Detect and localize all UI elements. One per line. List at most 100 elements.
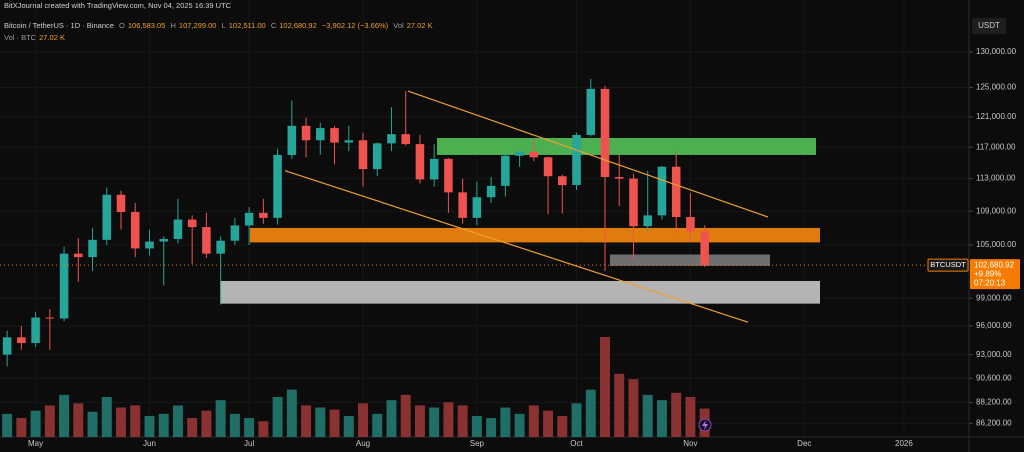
trend-line: [284, 170, 749, 323]
zone: [250, 227, 820, 243]
candle-body: [501, 155, 510, 186]
watermark: BitXJournal created with TradingView.com…: [4, 1, 232, 10]
candles: [2, 78, 709, 367]
volume-bar: [656, 400, 667, 437]
low-value: 102,511.00: [228, 21, 266, 30]
candle-body: [17, 337, 26, 344]
symbol-tag: [927, 258, 969, 272]
volume-bar: [187, 418, 198, 437]
volume-bar: [73, 403, 84, 437]
price-tag-countdown: 07:20:13: [974, 278, 1006, 287]
candle-body: [529, 151, 539, 158]
candle-body: [458, 192, 467, 218]
change: −3,902.12 (−3.66%): [321, 21, 389, 30]
candle-body: [216, 240, 225, 254]
volume-bar: [59, 394, 70, 437]
y-tick-label: 130,000.00: [976, 47, 1017, 56]
zone: [220, 280, 820, 304]
candle-body: [244, 212, 254, 226]
candle-body: [629, 178, 638, 227]
candle-body: [700, 231, 709, 266]
candle-body: [88, 239, 97, 258]
volume-bar: [315, 407, 326, 437]
volume-bar: [600, 337, 610, 437]
volume-bar: [642, 394, 653, 437]
y-tick-label: 99,000.00: [976, 293, 1012, 302]
candle-body: [287, 125, 297, 155]
volume-bar: [628, 379, 639, 437]
y-tick-label: 121,000.00: [976, 112, 1017, 121]
candle-body: [486, 185, 496, 198]
candle-body: [429, 158, 439, 180]
price-tag-price: 102,680.92: [974, 260, 1015, 269]
candle-body: [600, 88, 610, 178]
volume-bar: [614, 373, 625, 437]
x-tick-label: 2026: [895, 439, 913, 448]
candle-body: [74, 253, 83, 258]
low-label: L: [221, 21, 226, 30]
currency[interactable]: USDT: [978, 21, 1000, 30]
volume-bar: [358, 403, 368, 437]
candle-body: [316, 128, 325, 141]
volume-bar: [514, 413, 525, 437]
trend-line: [407, 90, 769, 218]
volume-bar: [215, 400, 226, 437]
y-tick-label: 117,000.00: [976, 142, 1016, 151]
volume-bar: [244, 418, 255, 437]
volume-bar: [414, 405, 425, 437]
candle-body: [145, 241, 154, 249]
volume-bar: [528, 405, 539, 437]
vol-value: 27.02 K: [406, 21, 433, 30]
candle-body: [586, 88, 596, 135]
volume-bar: [158, 413, 169, 437]
volume-bar: [585, 389, 596, 437]
volume-legend: Vol · BTC 27.02 K: [4, 33, 68, 42]
candle-body: [102, 194, 112, 240]
volume-bar: [571, 403, 582, 437]
volume-bar: [101, 397, 112, 437]
volume-bar: [471, 415, 482, 437]
candle-body: [330, 128, 339, 143]
volume-value: 27.02 K: [39, 33, 65, 42]
volume-bar: [272, 397, 283, 437]
volume-bar: [500, 407, 511, 437]
axes: 130,000.00 125,000.00 121,000.00 117,000.00…: [28, 47, 1017, 448]
candle-body: [173, 219, 183, 239]
currency-box[interactable]: [972, 18, 1006, 34]
y-tick-label: 96,000.00: [976, 321, 1012, 330]
candle-body: [515, 151, 524, 156]
y-tick-label: 109,000.00: [976, 206, 1017, 215]
zone: [437, 137, 816, 155]
volume-bar: [543, 410, 554, 437]
zones: [220, 137, 820, 304]
volume-title[interactable]: Vol · BTC: [4, 33, 37, 42]
x-tick-label: Oct: [570, 439, 583, 448]
candle-body: [671, 166, 681, 218]
volume-bar: [130, 405, 141, 437]
volume-bar: [87, 411, 98, 437]
candle-body: [372, 143, 382, 170]
vol-label: Vol: [393, 21, 404, 30]
y-tick-label: 88,200.00: [976, 398, 1012, 407]
candle-body: [401, 134, 410, 145]
volume-bar: [400, 394, 411, 437]
close-value: 102,680.92: [279, 21, 317, 30]
volume-bar: [172, 405, 183, 437]
volume-bar: [44, 405, 55, 437]
y-tick-label: 105,000.00: [976, 240, 1017, 249]
x-tick-label: Sep: [470, 439, 485, 448]
volume-bar: [343, 415, 354, 437]
candle-body: [273, 154, 282, 218]
volume-bar: [329, 409, 340, 437]
x-tick-label: Dec: [797, 439, 811, 448]
volume-bar: [386, 400, 397, 437]
volume-bar: [2, 413, 13, 437]
price-tag: [970, 259, 1020, 290]
y-tick-label: 93,000.00: [976, 350, 1012, 359]
candle-body: [444, 158, 453, 193]
candle-body: [472, 197, 482, 218]
candle-body: [130, 212, 140, 249]
legend: Bitcoin / TetherUS · 1D · Binance O 106,5…: [4, 21, 436, 30]
event-icon-glyph: [702, 420, 708, 430]
symbol[interactable]: Bitcoin / TetherUS · 1D · Binance: [4, 21, 114, 30]
